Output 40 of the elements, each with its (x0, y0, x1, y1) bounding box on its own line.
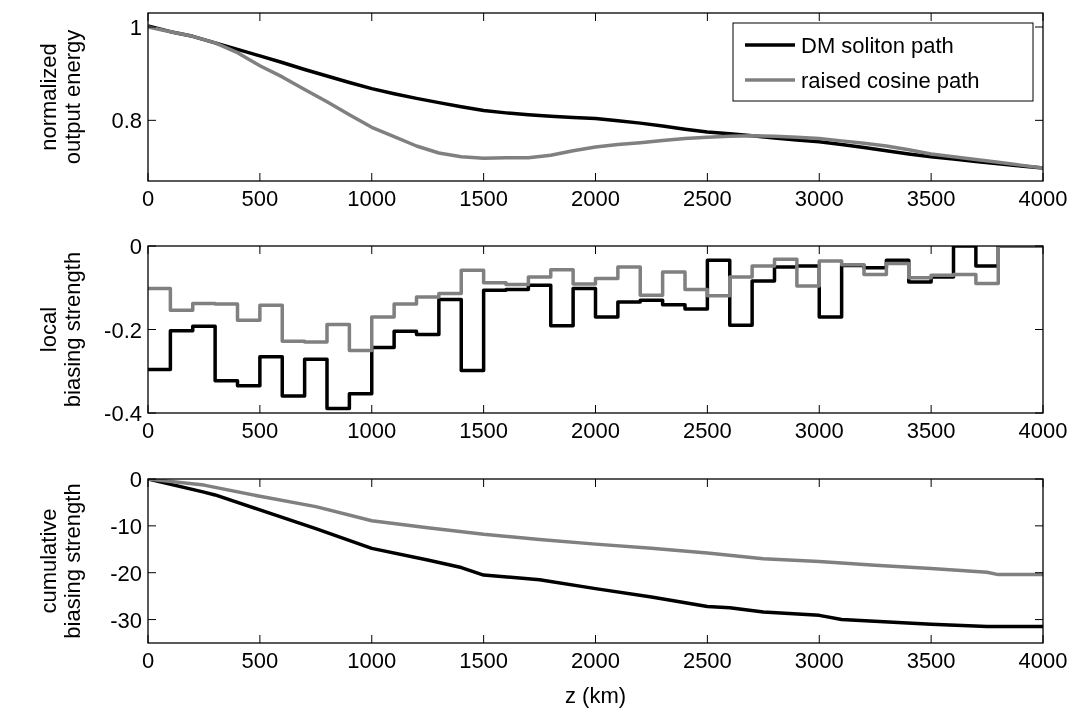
x-tick-label: 1000 (347, 648, 397, 673)
y-tick-label: -0.4 (104, 401, 142, 426)
x-tick-label: 1500 (459, 648, 509, 673)
x-tick-label: 3000 (794, 186, 844, 211)
x-tick-label: 2000 (571, 648, 620, 673)
y-axis-title: local biasing strength (36, 251, 85, 408)
x-tick-label: 2500 (682, 418, 732, 443)
x-tick-label: 1000 (347, 418, 397, 443)
x-tick-label: 3500 (906, 418, 956, 443)
x-tick-label: 4000 (1018, 186, 1068, 211)
x-tick-label: 1500 (459, 418, 509, 443)
x-tick-label: 2500 (682, 648, 732, 673)
x-tick-label: 500 (241, 648, 279, 673)
legend-label: DM soliton path (801, 33, 954, 58)
x-tick-label: 2000 (571, 418, 620, 443)
y-tick-label: -30 (110, 607, 142, 633)
y-tick-label: 0.8 (111, 108, 142, 134)
x-tick-label: 3500 (906, 648, 956, 673)
x-tick-label: 500 (241, 186, 279, 211)
y-tick-label: -20 (110, 560, 142, 586)
legend-label: raised cosine path (801, 68, 980, 93)
y-tick-label: 0 (129, 234, 142, 259)
x-tick-label: 2500 (682, 186, 732, 211)
x-tick-label: 1000 (347, 186, 397, 211)
x-tick-label: 500 (241, 418, 279, 443)
y-tick-label: 1 (129, 15, 142, 40)
y-tick-label: -10 (110, 513, 142, 539)
x-tick-label: 4000 (1018, 418, 1068, 443)
y-tick-label: -0.2 (104, 317, 142, 343)
x-axis-title: z (km) (564, 683, 627, 708)
y-tick-label: 0 (129, 467, 142, 492)
x-tick-label: 3000 (794, 648, 844, 673)
y-axis-title: cumulative biasing strength (36, 483, 85, 639)
x-tick-label: 4000 (1018, 648, 1068, 673)
line-series (148, 479, 1043, 577)
x-tick-label: 2000 (571, 186, 620, 211)
y-axis-title: normalized output energy (36, 29, 85, 165)
x-tick-label: 1500 (459, 186, 509, 211)
x-tick-label: 3000 (794, 418, 844, 443)
x-tick-label: 3500 (906, 186, 956, 211)
